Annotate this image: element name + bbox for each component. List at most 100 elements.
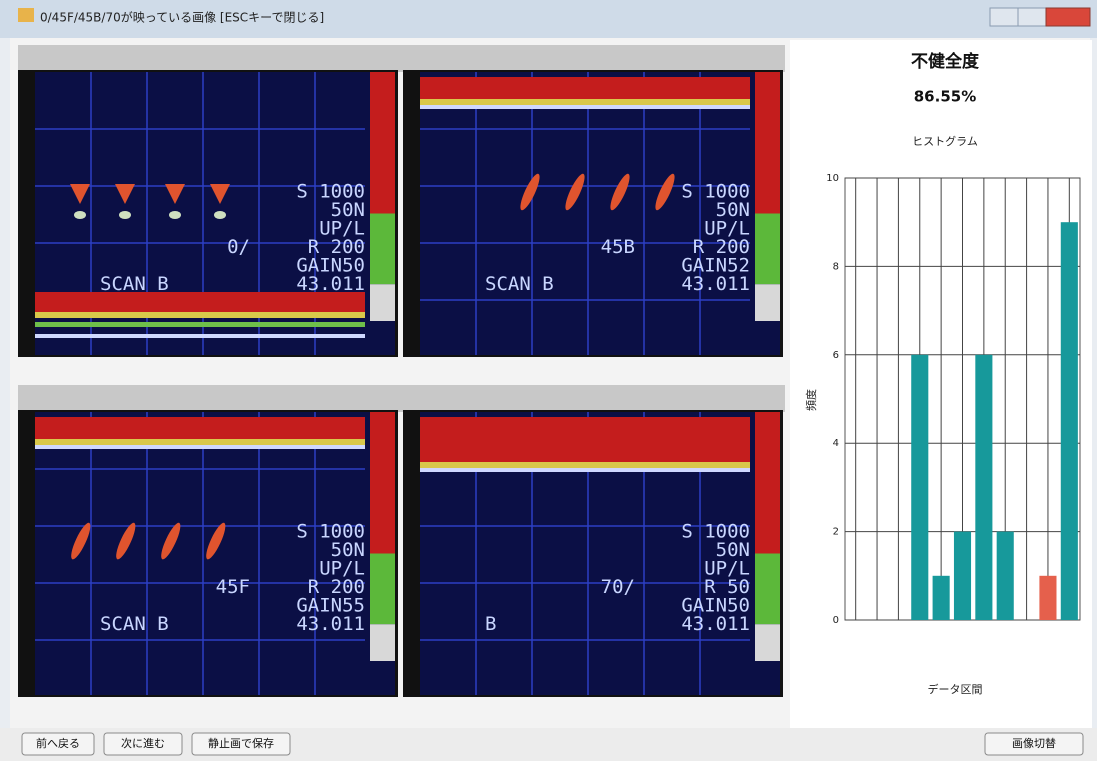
color-scale [370, 412, 395, 554]
fish-echo [565, 173, 585, 211]
color-scale [370, 213, 395, 285]
fish-echo [169, 211, 181, 219]
sonar-readout: 43.011 [681, 613, 750, 635]
sonar-readout: GAIN50 [681, 595, 750, 617]
sonar-readout: 43.011 [296, 273, 365, 295]
close-button[interactable] [1045, 7, 1091, 27]
button-label: 前へ戻る [36, 736, 80, 750]
surface [420, 105, 750, 109]
fish-echo [115, 184, 135, 204]
window-title: 0/45F/45B/70が映っている画像 [ESCキーで閉じる] [40, 10, 324, 25]
fish-echo [119, 211, 131, 219]
y-axis-label: 頻度 [804, 389, 818, 411]
seabed [35, 334, 365, 338]
color-scale [755, 284, 780, 322]
sonar-readout: R 200 [308, 576, 365, 598]
sonar-mode: 0/ [227, 236, 250, 258]
sonar-readout: UP/L [319, 558, 365, 580]
color-scale [755, 661, 780, 695]
sonar-readout: R 200 [693, 236, 750, 258]
chart-subtitle: 86.55% [914, 88, 976, 106]
surface [420, 99, 750, 105]
color-scale [755, 321, 780, 355]
y-tick-label: 2 [833, 527, 839, 538]
bar [911, 354, 929, 620]
y-tick-label: 6 [833, 350, 839, 361]
fish-echo [74, 211, 86, 219]
color-scale [370, 321, 395, 355]
bar [996, 531, 1014, 620]
color-scale [370, 284, 395, 322]
fish-echo [655, 173, 675, 211]
sonar-readout: UP/L [319, 218, 365, 240]
seabed [35, 322, 365, 327]
sonar-image [420, 72, 780, 355]
sonar-readout: GAIN50 [296, 255, 365, 277]
sonar-readout: UP/L [704, 558, 750, 580]
button[interactable] [103, 732, 183, 756]
sonar-readout: S 1000 [296, 521, 365, 543]
sonar-scan: SCAN B [485, 273, 554, 295]
sonar-readout: 50N [716, 199, 750, 221]
sonar-mode: 70/ [601, 576, 635, 598]
sonar-mode: 45B [601, 236, 635, 258]
y-tick-label: 8 [833, 261, 839, 272]
button[interactable] [984, 732, 1084, 756]
surface [420, 468, 750, 472]
sonar-readout: S 1000 [681, 521, 750, 543]
color-scale [755, 412, 780, 554]
panel-strip [18, 385, 785, 412]
fish-echo [165, 184, 185, 204]
sonar-mode: 45F [216, 576, 250, 598]
title-bar [0, 0, 1097, 38]
fish-echo [116, 522, 136, 560]
fish-echo [610, 173, 630, 211]
maximize-button[interactable] [1017, 7, 1047, 27]
button[interactable] [191, 732, 291, 756]
color-scale [755, 553, 780, 625]
sonar-readout: 50N [716, 539, 750, 561]
chart-caption: ヒストグラム [912, 134, 978, 148]
minimize-button[interactable] [989, 7, 1019, 27]
surface [35, 439, 365, 445]
bar [975, 354, 993, 620]
sonar-readout: GAIN52 [681, 255, 750, 277]
bar [1039, 575, 1057, 620]
button[interactable] [21, 732, 95, 756]
surface [420, 417, 750, 462]
app-icon [18, 8, 34, 22]
surface [420, 462, 750, 468]
y-tick-label: 10 [826, 173, 839, 184]
button-label: 次に進む [121, 736, 165, 750]
color-scale [370, 661, 395, 695]
sonar-scan: SCAN B [100, 273, 169, 295]
bar [1060, 222, 1078, 620]
surface [35, 445, 365, 449]
sonar-readout: 43.011 [681, 273, 750, 295]
sonar-readout: S 1000 [681, 181, 750, 203]
button-label: 画像切替 [1012, 736, 1056, 750]
color-scale [370, 553, 395, 625]
color-scale [755, 213, 780, 285]
color-scale [370, 624, 395, 662]
sonar-readout: R 50 [704, 576, 750, 598]
fish-echo [161, 522, 181, 560]
sonar-readout: UP/L [704, 218, 750, 240]
y-tick-label: 0 [833, 615, 839, 626]
sonar-readout: 50N [331, 199, 365, 221]
sonar-scan: SCAN B [100, 613, 169, 635]
surface [420, 77, 750, 99]
fish-echo [214, 211, 226, 219]
fish-echo [206, 522, 226, 560]
sonar-image [35, 412, 395, 695]
seabed [35, 292, 365, 312]
surface [35, 417, 365, 439]
fish-echo [71, 522, 91, 560]
color-scale [755, 72, 780, 214]
button-label: 静止画で保存 [208, 736, 274, 750]
chart-title: 不健全度 [911, 51, 980, 72]
color-scale [755, 624, 780, 662]
x-axis-label: データ区間 [928, 682, 983, 696]
bar [932, 575, 950, 620]
